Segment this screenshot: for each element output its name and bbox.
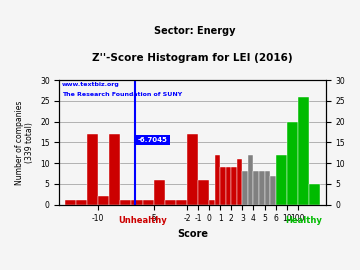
Bar — [248, 155, 253, 204]
Bar — [270, 176, 276, 204]
Bar — [109, 134, 120, 204]
Text: www.textbiz.org: www.textbiz.org — [62, 82, 120, 87]
Bar — [176, 200, 187, 204]
Bar — [98, 196, 109, 204]
Y-axis label: Number of companies
(339 total): Number of companies (339 total) — [15, 100, 35, 185]
Bar — [226, 167, 231, 204]
Bar — [242, 171, 248, 204]
Bar — [165, 200, 176, 204]
Bar — [276, 155, 287, 204]
Text: Healthy: Healthy — [285, 216, 322, 225]
Bar — [265, 171, 270, 204]
Title: Z''-Score Histogram for LEI (2016): Z''-Score Histogram for LEI (2016) — [92, 53, 293, 63]
Bar — [120, 200, 131, 204]
Bar — [259, 171, 265, 204]
Bar — [154, 180, 165, 204]
Bar — [76, 200, 87, 204]
X-axis label: Score: Score — [177, 229, 208, 239]
Bar — [253, 171, 259, 204]
Bar — [187, 134, 198, 204]
Bar — [143, 200, 154, 204]
Bar — [287, 122, 298, 204]
Bar — [65, 200, 76, 204]
Bar — [237, 159, 242, 204]
Text: The Research Foundation of SUNY: The Research Foundation of SUNY — [62, 92, 182, 97]
Text: -6.7045: -6.7045 — [138, 137, 168, 143]
Bar — [298, 97, 309, 204]
Bar — [309, 184, 320, 204]
Bar — [209, 200, 215, 204]
Bar — [198, 180, 209, 204]
Bar — [215, 155, 220, 204]
Bar — [231, 167, 237, 204]
Text: Unhealthy: Unhealthy — [118, 216, 167, 225]
Text: Sector: Energy: Sector: Energy — [154, 26, 235, 36]
Bar — [220, 167, 226, 204]
Bar — [87, 134, 98, 204]
Bar — [131, 200, 143, 204]
